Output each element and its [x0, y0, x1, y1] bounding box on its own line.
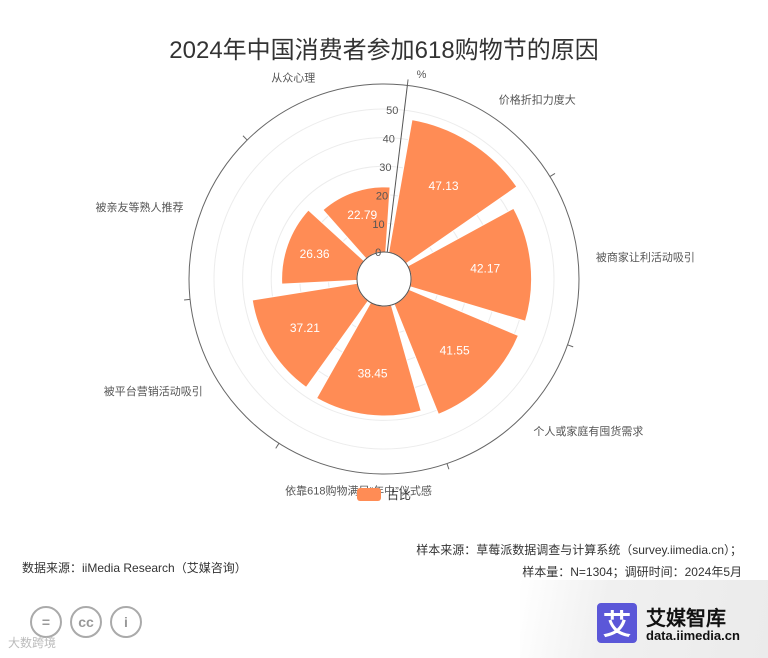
outer-ring — [188, 83, 580, 475]
data-source: 数据来源：iiMedia Research（艾媒咨询） — [22, 561, 247, 575]
bar-value-label: 22.79 — [347, 208, 377, 222]
bar-value-label: 26.36 — [300, 247, 330, 261]
category-label: 被商家让利活动吸引 — [596, 250, 695, 264]
angle-tick — [567, 344, 574, 348]
radial-tick-label: 10 — [372, 219, 384, 231]
radial-tick-label: 50 — [386, 105, 398, 117]
category-label: 被亲友等熟人推荐 — [96, 200, 184, 214]
sample-size: 样本量：N=1304；调研时间：2024年5月 — [522, 565, 742, 579]
cc-by-icon: i — [110, 606, 142, 638]
angle-tick — [275, 443, 280, 449]
radial-tick-label: 40 — [383, 134, 395, 146]
bar-value-label: 47.13 — [429, 179, 459, 193]
brand-name: 艾媒智库 — [646, 608, 726, 630]
legend-swatch — [357, 488, 381, 501]
category-label: 个人或家庭有囤货需求 — [533, 424, 643, 438]
polar-bar-chart: 47.13 价格折扣力度大 42.17 被商家让利活动吸引 41.55 个人或家庭有囤货需… — [96, 69, 695, 497]
bar-value-label: 41.55 — [440, 344, 470, 358]
sample-info: 样本来源：草莓派数据调查与计算系统（survey.iimedia.cn）； 样本… — [416, 539, 742, 583]
angle-tick — [446, 463, 450, 470]
brand-band — [520, 580, 768, 658]
grid-circle — [213, 108, 555, 450]
angle-tick — [242, 135, 248, 141]
inner-hole — [356, 251, 412, 307]
radial-unit-label: % — [417, 69, 427, 81]
radial-axis — [386, 85, 408, 253]
bar-value-label: 42.17 — [470, 261, 500, 275]
legend-label: 占比 — [387, 488, 412, 502]
radial-tick-label: 0 — [375, 247, 381, 259]
watermark: 大数跨境 — [8, 636, 57, 650]
brand-logo-icon: 艾 — [597, 603, 637, 643]
category-label: 价格折扣力度大 — [499, 93, 576, 107]
angle-tick — [184, 298, 191, 301]
category-label: 被平台营销活动吸引 — [104, 384, 203, 398]
bar-value-label: 37.21 — [290, 321, 320, 335]
radial-tick-label: 20 — [376, 190, 388, 202]
bar-value-label: 38.45 — [358, 366, 388, 380]
cc-nd-icon: = — [30, 606, 62, 638]
category-label: 从众心理 — [271, 71, 315, 84]
angle-tick — [549, 172, 556, 177]
cc-icon: cc — [70, 606, 102, 638]
chart-title: 2024年中国消费者参加618购物节的原因 — [169, 37, 599, 64]
radial-tick-label: 30 — [379, 162, 391, 174]
angle-tick — [406, 79, 409, 86]
cc-license-icons: = cc i — [30, 606, 150, 638]
brand-url: data.iimedia.cn — [646, 628, 740, 643]
sample-source: 样本来源：草莓派数据调查与计算系统（survey.iimedia.cn）； — [416, 543, 742, 557]
legend[interactable]: 占比 — [357, 486, 411, 503]
